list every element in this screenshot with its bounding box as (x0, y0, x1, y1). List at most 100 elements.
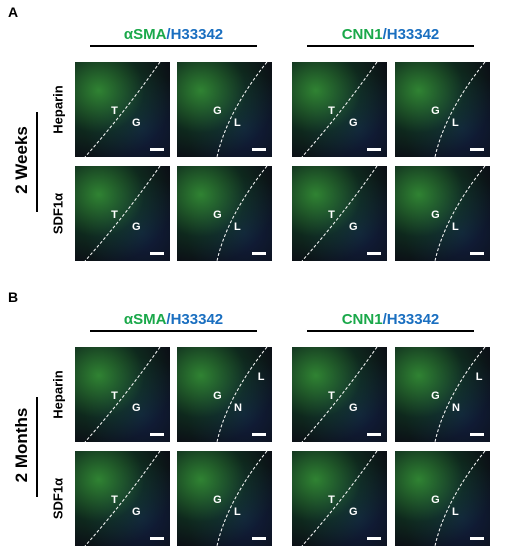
stain: αSMA (123, 26, 167, 43)
region-label: G (431, 389, 440, 402)
boundary (216, 166, 268, 261)
region-label: G (431, 104, 440, 117)
region-label: G (431, 493, 440, 506)
region-label: T (111, 208, 118, 221)
counterstain: /H33342 (166, 311, 224, 328)
stain: CNN1 (341, 26, 383, 43)
boundary (434, 62, 486, 157)
region-label: L (475, 370, 483, 383)
region-label: T (328, 208, 335, 221)
boundary (216, 62, 268, 157)
scale-bar (367, 252, 381, 255)
counterstain: /H33342 (382, 26, 440, 43)
boundary (84, 347, 161, 442)
region-label: N (234, 402, 242, 415)
region-label: G (213, 493, 222, 506)
panel-label: A (8, 4, 19, 20)
scale-bar (470, 252, 484, 255)
scale-bar (470, 537, 484, 540)
region-label: T (328, 493, 335, 506)
counterstain: /H33342 (166, 26, 224, 43)
region-label: T (111, 389, 118, 402)
boundary (434, 347, 486, 442)
scale-bar (252, 537, 266, 540)
region-label: G (349, 402, 358, 415)
region-label: G (132, 221, 141, 234)
column-header: αSMA/H33342 (90, 26, 257, 47)
row-label: Heparin (50, 84, 66, 134)
stain: αSMA (123, 311, 167, 328)
column-header: αSMA/H33342 (90, 311, 257, 332)
region-label: G (349, 117, 358, 130)
boundary (301, 451, 378, 546)
region-label: L (234, 221, 241, 234)
region-label: T (328, 104, 335, 117)
scale-bar (150, 433, 164, 436)
boundary (434, 166, 486, 261)
region-label: T (328, 389, 335, 402)
row-label: SDF1α (50, 192, 66, 234)
region-label: G (349, 221, 358, 234)
stain: CNN1 (341, 311, 383, 328)
group-line (36, 397, 38, 497)
group-label: 2 Months (12, 407, 31, 483)
region-label: G (213, 389, 222, 402)
scale-bar (470, 433, 484, 436)
scale-bar (470, 148, 484, 151)
region-label: L (452, 506, 459, 519)
panel-label: B (8, 289, 19, 305)
region-label: L (452, 221, 459, 234)
scale-bar (367, 537, 381, 540)
region-label: G (132, 117, 141, 130)
row-label: Heparin (50, 369, 66, 419)
scale-bar (252, 252, 266, 255)
region-label: T (111, 104, 118, 117)
region-label: G (349, 506, 358, 519)
region-label: L (452, 117, 459, 130)
group-label: 2 Weeks (12, 126, 31, 194)
column-header: CNN1/H33342 (307, 311, 474, 332)
scale-bar (367, 433, 381, 436)
scale-bar (367, 148, 381, 151)
counterstain: /H33342 (382, 311, 440, 328)
scale-bar (252, 433, 266, 436)
boundary (301, 347, 378, 442)
scale-bar (150, 148, 164, 151)
region-label: N (452, 402, 460, 415)
row-label: SDF1α (50, 477, 66, 519)
scale-bar (150, 537, 164, 540)
boundary (301, 62, 378, 157)
boundary (84, 166, 161, 261)
region-label: T (111, 493, 118, 506)
boundary (216, 347, 268, 442)
region-label: G (431, 208, 440, 221)
boundary (84, 451, 161, 546)
boundary (301, 166, 378, 261)
boundary (434, 451, 486, 546)
region-label: L (234, 506, 241, 519)
region-label: G (213, 104, 222, 117)
group-line (36, 112, 38, 212)
scale-bar (150, 252, 164, 255)
region-label: G (213, 208, 222, 221)
region-label: G (132, 506, 141, 519)
column-header: CNN1/H33342 (307, 26, 474, 47)
region-label: L (257, 370, 265, 383)
region-label: G (132, 402, 141, 415)
boundary (84, 62, 161, 157)
boundary (216, 451, 268, 546)
